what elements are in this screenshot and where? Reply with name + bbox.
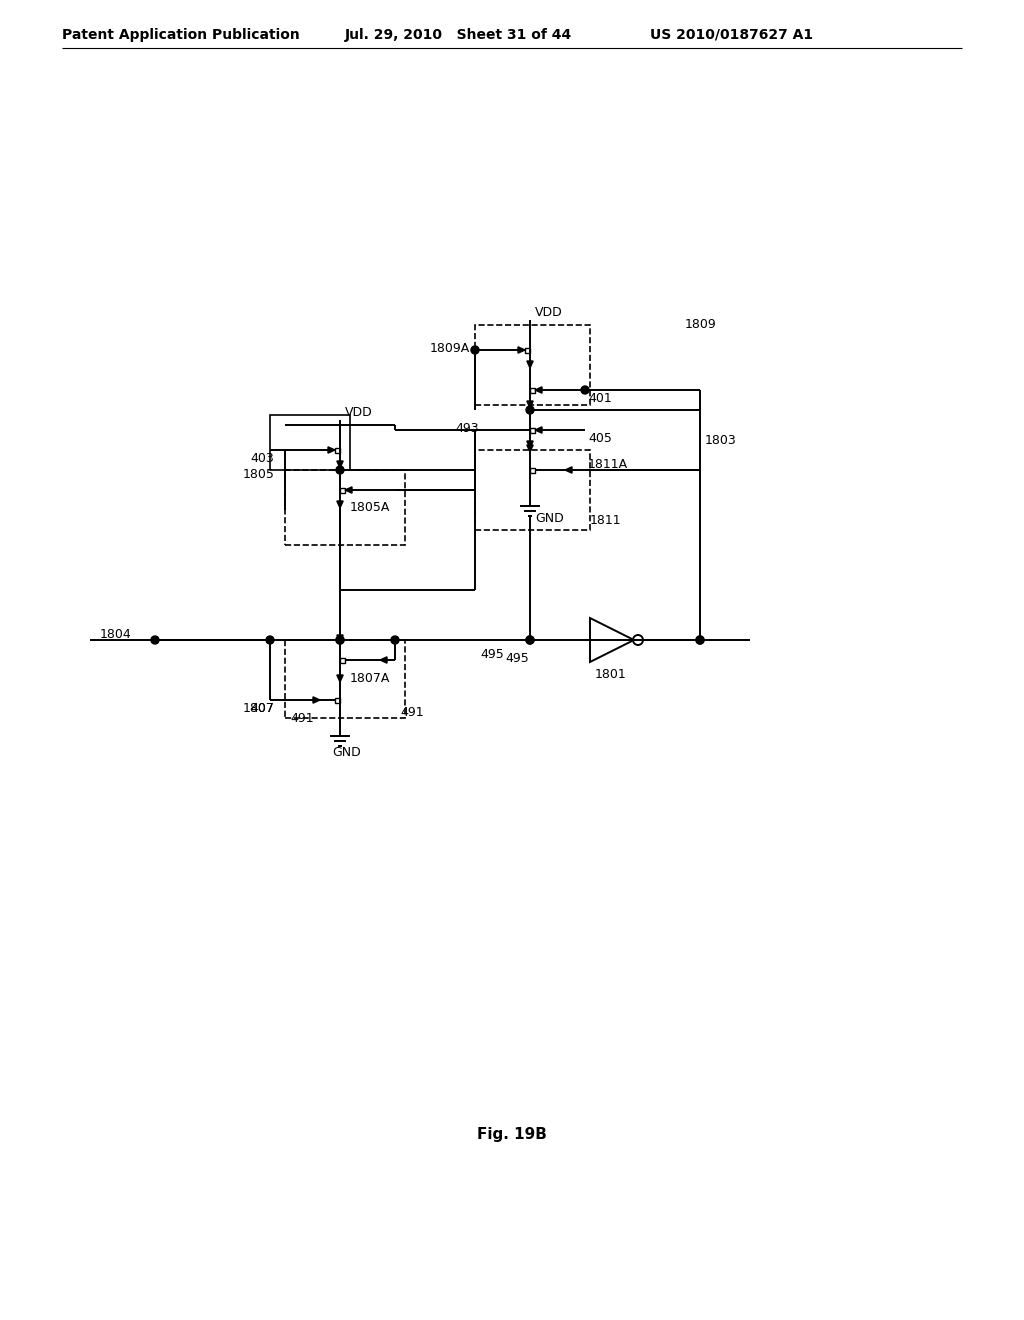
Text: 1807: 1807 xyxy=(243,701,274,714)
Circle shape xyxy=(336,636,344,644)
Text: GND: GND xyxy=(332,746,360,759)
Bar xyxy=(530,388,535,392)
Polygon shape xyxy=(535,426,542,433)
Polygon shape xyxy=(337,461,343,469)
Polygon shape xyxy=(337,675,343,682)
Text: 1803: 1803 xyxy=(705,433,736,446)
Text: 1807A: 1807A xyxy=(350,672,390,685)
Circle shape xyxy=(696,636,705,644)
Text: 1809: 1809 xyxy=(685,318,717,331)
Text: 401: 401 xyxy=(588,392,611,404)
Bar xyxy=(340,487,345,492)
Bar xyxy=(335,697,340,702)
Bar xyxy=(475,450,590,531)
Polygon shape xyxy=(527,360,534,368)
Bar xyxy=(335,447,340,453)
Polygon shape xyxy=(518,347,525,354)
Text: 493: 493 xyxy=(455,421,478,434)
Polygon shape xyxy=(527,401,534,408)
Circle shape xyxy=(526,636,534,644)
Circle shape xyxy=(266,636,274,644)
Text: VDD: VDD xyxy=(535,305,563,318)
Text: 1809A: 1809A xyxy=(430,342,470,355)
Circle shape xyxy=(336,636,344,644)
Bar xyxy=(530,467,535,473)
Text: 1811A: 1811A xyxy=(588,458,628,471)
Circle shape xyxy=(391,636,399,644)
Polygon shape xyxy=(535,387,542,393)
Polygon shape xyxy=(527,445,534,451)
Text: US 2010/0187627 A1: US 2010/0187627 A1 xyxy=(650,28,813,42)
Text: 1805: 1805 xyxy=(243,469,274,482)
Polygon shape xyxy=(565,467,572,473)
Polygon shape xyxy=(337,635,343,642)
Bar xyxy=(530,428,535,433)
Bar xyxy=(475,325,590,405)
Circle shape xyxy=(336,466,344,474)
Text: 495: 495 xyxy=(505,652,528,664)
Text: Jul. 29, 2010   Sheet 31 of 44: Jul. 29, 2010 Sheet 31 of 44 xyxy=(345,28,572,42)
Circle shape xyxy=(696,636,705,644)
Polygon shape xyxy=(527,441,534,447)
Text: 405: 405 xyxy=(588,432,612,445)
Circle shape xyxy=(526,407,534,414)
Polygon shape xyxy=(313,697,319,704)
Circle shape xyxy=(151,636,159,644)
Polygon shape xyxy=(337,502,343,508)
Polygon shape xyxy=(328,447,335,453)
Text: 495: 495 xyxy=(480,648,504,661)
Circle shape xyxy=(581,385,589,393)
Text: 1801: 1801 xyxy=(595,668,627,681)
Text: Patent Application Publication: Patent Application Publication xyxy=(62,28,300,42)
Text: 1804: 1804 xyxy=(100,628,132,642)
Bar xyxy=(525,347,530,352)
Bar xyxy=(285,640,406,718)
Text: 407: 407 xyxy=(250,701,273,714)
Text: 491: 491 xyxy=(290,711,313,725)
Bar xyxy=(285,470,406,545)
Bar xyxy=(270,414,350,470)
Polygon shape xyxy=(380,657,387,663)
Text: 1805A: 1805A xyxy=(350,502,390,513)
Text: 403: 403 xyxy=(250,451,273,465)
Circle shape xyxy=(526,636,534,644)
Polygon shape xyxy=(345,487,352,494)
Text: Fig. 19B: Fig. 19B xyxy=(477,1127,547,1143)
Circle shape xyxy=(471,346,479,354)
Text: GND: GND xyxy=(535,511,564,524)
Text: VDD: VDD xyxy=(345,405,373,418)
Bar xyxy=(340,657,345,663)
Text: 1811: 1811 xyxy=(590,513,622,527)
Text: 491: 491 xyxy=(400,705,424,718)
